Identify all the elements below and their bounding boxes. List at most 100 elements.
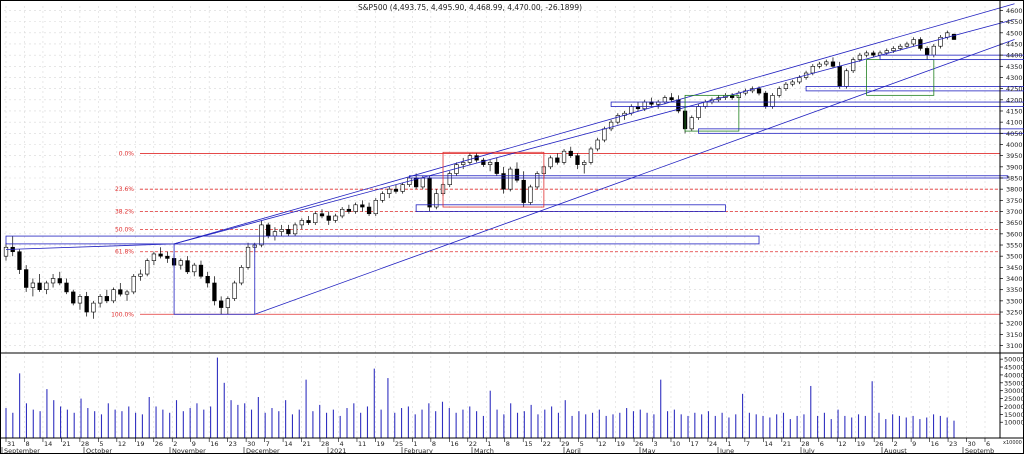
date-tick-label: 14 <box>44 440 52 448</box>
candle-body <box>212 282 217 302</box>
price-tick-label: 3250 <box>1006 309 1023 317</box>
month-label: March <box>474 447 494 454</box>
date-tick-label: 8 <box>506 440 510 448</box>
volume-tick-label: 45000 <box>1004 364 1024 372</box>
price-tick-label: 3900 <box>1006 163 1023 171</box>
candle-body <box>884 50 889 54</box>
date-tick-label: 2 <box>894 440 898 448</box>
candle-body <box>64 282 69 293</box>
candle-body <box>797 77 802 83</box>
candle-body <box>837 66 842 87</box>
candle-body <box>373 200 378 215</box>
price-tick-label: 4450 <box>1006 40 1023 48</box>
candle-body <box>279 229 284 232</box>
date-tick-label: 7 <box>746 440 750 448</box>
candle-body <box>615 115 620 123</box>
candle-body <box>77 296 83 304</box>
date-tick-label: 26 <box>875 440 883 448</box>
volume-tick-label: 10000 <box>1004 419 1024 427</box>
candle-body <box>205 275 210 284</box>
candle-body <box>588 148 594 163</box>
price-tick-label: 3850 <box>1006 175 1023 183</box>
candle-body <box>178 260 183 266</box>
candle-body <box>669 97 674 101</box>
candle-body <box>783 83 789 89</box>
candle-body <box>333 215 338 221</box>
candle-body <box>37 282 42 290</box>
date-tick-label: 31 <box>7 440 15 448</box>
date-tick-label: 28 <box>801 440 809 448</box>
candle-body <box>50 278 56 284</box>
fib-level-label: 100.0% <box>111 311 134 318</box>
candle-body <box>555 157 560 163</box>
date-tick-label: 28 <box>321 440 329 448</box>
date-tick-label: 15 <box>524 440 532 448</box>
candle-body <box>104 296 109 302</box>
candle-body <box>696 106 701 118</box>
price-tick-label: 4050 <box>1006 130 1023 138</box>
candle-body <box>326 215 331 221</box>
month-label: July <box>802 447 815 454</box>
price-tick-label: 3100 <box>1006 342 1023 350</box>
candle-body <box>595 139 600 150</box>
date-tick-label: 9 <box>192 440 196 448</box>
price-tick-label: 4500 <box>1006 29 1023 37</box>
price-tick-label: 3300 <box>1006 297 1023 305</box>
upper-zone-box <box>805 86 1024 92</box>
candle-body <box>817 63 822 67</box>
candle-body <box>393 188 399 192</box>
price-tick-label: 3650 <box>1006 219 1023 227</box>
candle-body <box>514 168 520 181</box>
candle-body <box>313 213 318 223</box>
candle-body <box>521 179 526 203</box>
price-tick-label: 4350 <box>1006 63 1023 71</box>
candle-body <box>575 155 580 165</box>
candle-body <box>353 204 358 212</box>
candle-body <box>864 52 869 56</box>
middle-channel-line <box>173 19 1015 245</box>
breakout-zone-box <box>415 204 726 212</box>
date-tick-label: 16 <box>450 440 458 448</box>
mid-zone-box <box>610 101 1024 107</box>
candle-body <box>387 188 392 194</box>
price-tick-label: 3950 <box>1006 152 1023 160</box>
candle-body <box>138 273 143 277</box>
price-tick-label: 3600 <box>1006 230 1023 238</box>
date-tick-label: 2 <box>173 440 177 448</box>
date-tick-label: 3 <box>654 440 658 448</box>
fib-level-label: 0.0% <box>119 150 135 157</box>
date-tick-label: 5 <box>580 440 584 448</box>
candle-body <box>434 193 439 208</box>
date-tick-label: 26 <box>155 440 163 448</box>
candle-body <box>508 168 513 190</box>
month-label: Septemb <box>965 447 994 454</box>
date-tick-label: 19 <box>617 440 625 448</box>
price-tick-label: 4400 <box>1006 52 1023 60</box>
fib-level-label: 50.0% <box>115 226 134 233</box>
candle-body <box>259 224 264 246</box>
date-tick-label: 5 <box>99 440 103 448</box>
volume-tick-label: 50000 <box>1004 356 1024 364</box>
candle-body <box>185 260 190 273</box>
candle-body <box>857 54 863 60</box>
candle-body <box>420 177 425 188</box>
fib-level-label: 61.8% <box>115 249 134 256</box>
candle-body <box>198 264 204 277</box>
candle-body <box>494 162 499 174</box>
candle-body <box>891 48 896 51</box>
price-tick-label: 3550 <box>1006 242 1023 250</box>
price-tick-label: 4300 <box>1006 74 1023 82</box>
date-tick-label: 11 <box>358 440 366 448</box>
candle-body <box>770 95 775 107</box>
price-tick-label: 3200 <box>1006 320 1023 328</box>
candle-body <box>608 121 614 130</box>
consolidation-box-red <box>442 151 545 208</box>
candle-body <box>44 282 49 290</box>
candle-body <box>528 186 533 203</box>
candle-body <box>548 157 553 168</box>
price-tick-label: 4250 <box>1006 85 1023 93</box>
date-tick-label: 21 <box>303 440 311 448</box>
candle-body <box>851 59 856 72</box>
candle-body <box>366 206 372 215</box>
